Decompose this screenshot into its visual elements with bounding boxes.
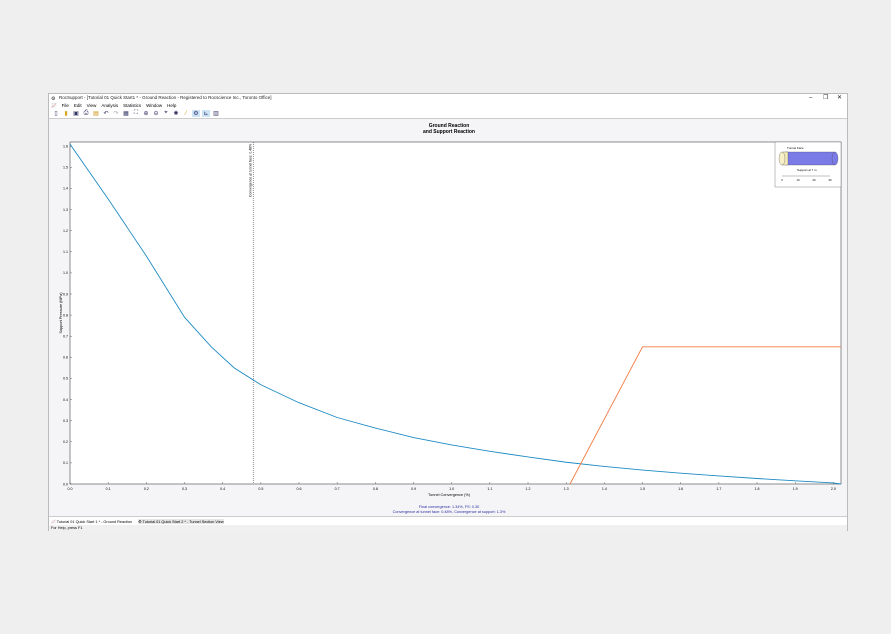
x-tick-label: 0.7 [335, 487, 340, 491]
tunnel-face-convergence-label: Convergence at tunnel face: 0.48% [249, 144, 253, 197]
status-bar: For Help, press F1 [49, 525, 847, 531]
x-tick-label: 0.5 [258, 487, 263, 491]
ground-reaction-chart: Ground Reaction and Support Reaction 0.0… [59, 123, 842, 514]
minimize-button[interactable]: – [809, 95, 813, 101]
compute-icon[interactable]: ✺ [173, 111, 179, 117]
menu-view[interactable]: View [86, 103, 97, 108]
zoom-in-icon[interactable]: ⊕ [143, 111, 149, 117]
y-tick-label: 1.0 [63, 271, 68, 275]
menu-doc-icon: 📈 [51, 103, 57, 108]
support-label: Support at 7 m [797, 168, 817, 172]
tunnel-inset: Tunnel Face Support at 7 m 0 10 20 30 [774, 141, 842, 188]
y-tick-label: 1.4 [63, 187, 68, 191]
new-icon[interactable]: ▯ [54, 111, 58, 117]
open-icon[interactable]: ▮ [64, 111, 68, 117]
redo-icon[interactable]: ↷ [113, 111, 119, 117]
tab-tunnel-section[interactable]: ⚙ Tutorial 01 Quick Start 2 * - Tunnel S… [138, 518, 224, 524]
x-tick-label: 1.4 [602, 487, 607, 491]
y-tick-label: 0.6 [63, 356, 68, 360]
x-tick-label: 1.7 [716, 487, 721, 491]
export-icon[interactable]: ▤ [93, 111, 99, 117]
inset-tick: 20 [812, 178, 816, 182]
tunnel-body [784, 151, 836, 166]
gear-icon[interactable]: ⚙ [192, 110, 200, 117]
y-tick-label: 0.5 [63, 377, 68, 381]
ground-reaction-curve [69, 143, 842, 485]
menu-window[interactable]: Window [146, 103, 163, 108]
y-tick-label: 0.3 [63, 419, 68, 423]
y-tick-label: 1.5 [63, 166, 68, 170]
menu-file[interactable]: File [61, 103, 69, 108]
menu-statistics[interactable]: Statistics [123, 103, 142, 108]
x-tick-label: 0.8 [373, 487, 378, 491]
wand-icon[interactable]: ⁄ [185, 110, 187, 117]
toolbar: ▯ ▮ ▣ ⎙ ▤ ↶ ↷ ▦ ⛶ ⊕ ⊖ ⌖ ✺ ⁄ ⚙ ⊾ ▥ [49, 109, 847, 119]
zoom-extents-icon[interactable]: ⛶ [133, 110, 139, 116]
app-window: ⚙ RocSupport - [Tutorial 01 Quick Start1… [48, 93, 848, 531]
x-tick-label: 1.6 [678, 487, 683, 491]
x-tick-label: 1.1 [487, 487, 492, 491]
select-icon[interactable]: ⌖ [164, 110, 168, 116]
support-reaction-curve [569, 346, 841, 485]
x-tick-label: 1.2 [526, 487, 531, 491]
tab-label: Tutorial 01 Quick Start 2 * - Tunnel Sec… [142, 519, 224, 524]
chart-subtitle: and Support Reaction [423, 129, 475, 135]
y-tick-label: 0.1 [63, 461, 68, 465]
y-tick-label: 0.4 [63, 398, 68, 402]
x-tick-label: 1.8 [755, 487, 760, 491]
x-tick-label: 0.2 [144, 487, 149, 491]
y-tick-label: 1.3 [63, 208, 68, 212]
x-tick-label: 0.4 [220, 487, 225, 491]
section-icon[interactable]: ▥ [213, 111, 219, 117]
inset-tick: 0 [781, 178, 783, 182]
x-axis-label: Tunnel Convergence (%) [428, 493, 471, 497]
y-tick-label: 1.2 [63, 229, 68, 233]
y-tick-label: 1.6 [63, 145, 68, 149]
y-tick-label: 0.7 [63, 335, 68, 339]
print-icon[interactable]: ⎙ [83, 110, 89, 116]
y-tick-label: 0.0 [63, 482, 68, 486]
tab-ground-reaction[interactable]: 📈 Tutorial 01 Quick Start 1 * - Ground R… [51, 519, 133, 524]
tunnel-face-label: Tunnel Face [787, 146, 804, 150]
menu-bar: 📈 File Edit View Analysis Statistics Win… [49, 102, 847, 109]
tab-label: Tutorial 01 Quick Start 1 * - Ground Rea… [56, 519, 133, 524]
x-tick-label: 0.0 [68, 487, 73, 491]
convergence-summary-text: Convergence at tunnel face: 0.48%, Conve… [393, 510, 506, 514]
chart-icon[interactable]: ⊾ [202, 110, 210, 117]
app-icon: ⚙ [51, 96, 56, 102]
undo-icon[interactable]: ↶ [103, 111, 109, 117]
menu-help[interactable]: Help [167, 103, 177, 108]
x-tick-label: 0.6 [297, 487, 302, 491]
project-settings-icon[interactable]: ▦ [123, 111, 129, 117]
chart-area: Ground Reaction and Support Reaction 0.0… [49, 119, 847, 516]
inset-tick: 30 [828, 178, 832, 182]
title-bar: ⚙ RocSupport - [Tutorial 01 Quick Start1… [49, 94, 847, 102]
x-tick-label: 1.0 [449, 487, 454, 491]
y-tick-label: 0.2 [63, 440, 68, 444]
menu-analysis[interactable]: Analysis [101, 103, 119, 108]
x-tick-label: 1.5 [640, 487, 645, 491]
document-tabs: 📈 Tutorial 01 Quick Start 1 * - Ground R… [49, 516, 847, 525]
window-title: RocSupport - [Tutorial 01 Quick Start1 *… [59, 95, 272, 100]
x-tick-label: 0.9 [411, 487, 416, 491]
chart-title: Ground Reaction [429, 123, 470, 129]
y-tick-label: 0.9 [63, 292, 68, 296]
close-button[interactable]: ✕ [837, 95, 843, 101]
x-tick-label: 1.3 [564, 487, 569, 491]
x-tick-label: 1.9 [793, 487, 798, 491]
x-tick-label: 0.1 [106, 487, 111, 491]
final-convergence-text: Final convergence: 1.34%, FS: 0.30 [419, 505, 479, 509]
x-tick-label: 0.3 [182, 487, 187, 491]
save-icon[interactable]: ▣ [73, 111, 79, 117]
plot-area [69, 141, 842, 485]
y-tick-label: 1.1 [63, 250, 68, 254]
menu-edit[interactable]: Edit [73, 103, 82, 108]
maximize-button[interactable]: ❐ [823, 95, 829, 101]
zoom-out-icon[interactable]: ⊖ [153, 111, 159, 117]
inset-tick: 10 [796, 178, 800, 182]
x-tick-label: 2.0 [831, 487, 836, 491]
y-axis-label: Support Pressure (MPa) [59, 292, 63, 334]
y-tick-label: 0.8 [63, 313, 68, 317]
